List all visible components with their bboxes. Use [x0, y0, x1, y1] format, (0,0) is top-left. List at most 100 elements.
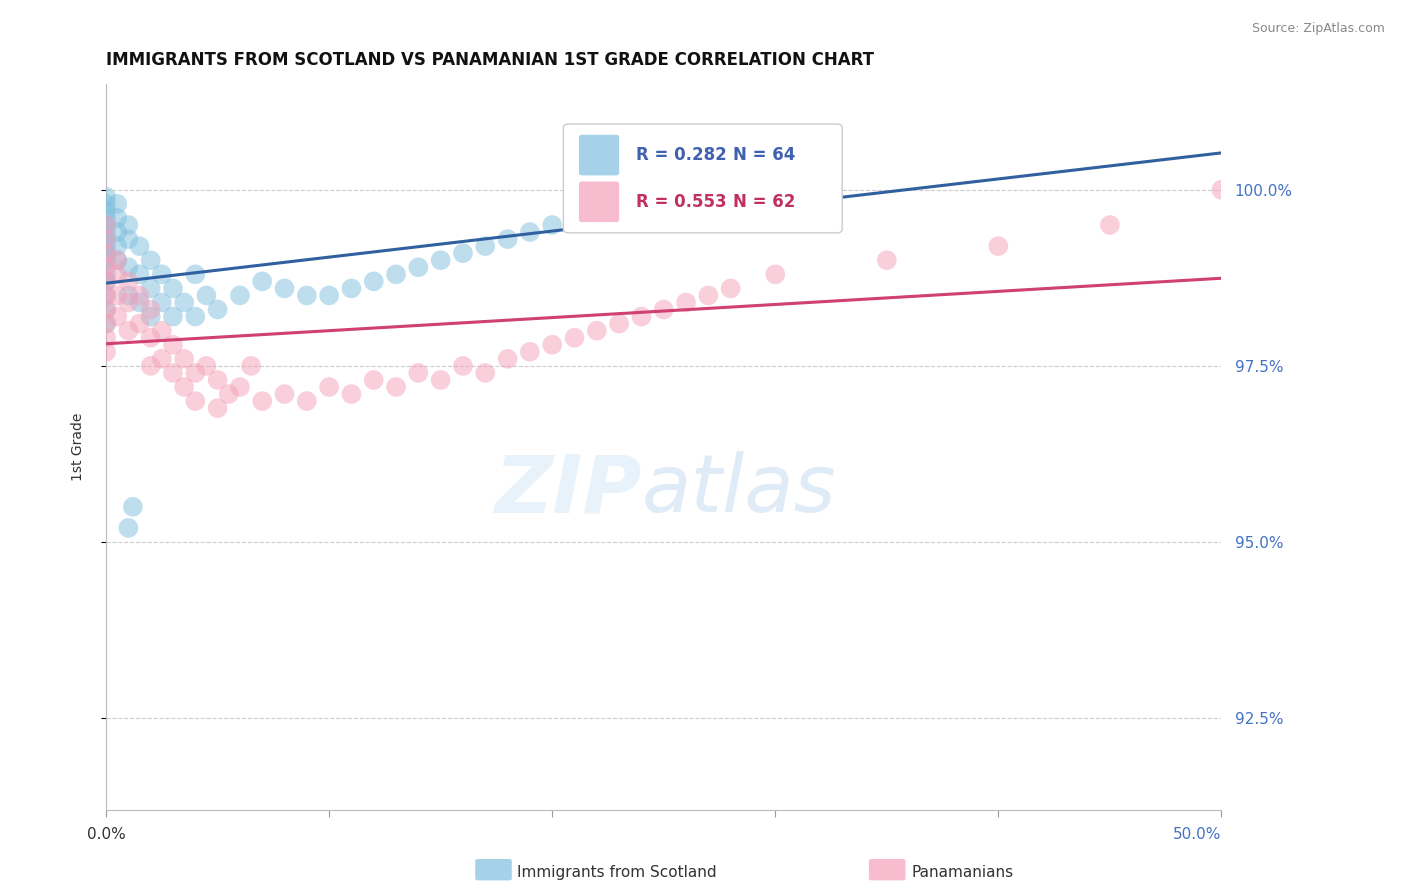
Point	[318, 288, 340, 302]
Point	[117, 260, 139, 275]
Point	[117, 218, 139, 232]
Point	[474, 366, 496, 380]
Point	[876, 253, 898, 268]
Text: IMMIGRANTS FROM SCOTLAND VS PANAMANIAN 1ST GRADE CORRELATION CHART: IMMIGRANTS FROM SCOTLAND VS PANAMANIAN 1…	[105, 51, 875, 69]
Point	[128, 288, 150, 302]
Point	[139, 331, 162, 345]
FancyBboxPatch shape	[564, 124, 842, 233]
Point	[117, 274, 139, 288]
Point	[94, 274, 117, 288]
Point	[184, 366, 207, 380]
Point	[94, 246, 117, 260]
Point	[429, 253, 451, 268]
Point	[229, 380, 252, 394]
Point	[94, 317, 117, 331]
Point	[408, 260, 430, 275]
Point	[105, 239, 128, 253]
Point	[105, 253, 128, 268]
Point	[117, 521, 139, 535]
Point	[128, 239, 150, 253]
Point	[519, 225, 541, 239]
Point	[162, 310, 184, 324]
Point	[94, 211, 117, 225]
Point	[94, 218, 117, 232]
Point	[94, 197, 117, 211]
Point	[184, 268, 207, 282]
Point	[340, 281, 363, 295]
Point	[150, 324, 173, 338]
Y-axis label: 1st Grade: 1st Grade	[72, 413, 86, 481]
Point	[150, 268, 173, 282]
Point	[105, 268, 128, 282]
Point	[607, 197, 630, 211]
Point	[105, 211, 128, 225]
Point	[139, 253, 162, 268]
Point	[150, 295, 173, 310]
Point	[94, 288, 117, 302]
Point	[184, 310, 207, 324]
Point	[94, 218, 117, 232]
Point	[128, 317, 150, 331]
Point	[105, 310, 128, 324]
Point	[173, 351, 195, 366]
Point	[630, 190, 652, 204]
Point	[173, 380, 195, 394]
Point	[139, 359, 162, 373]
Point	[720, 183, 742, 197]
Point	[630, 310, 652, 324]
FancyBboxPatch shape	[579, 135, 619, 176]
Point	[607, 317, 630, 331]
Point	[697, 288, 720, 302]
Text: R = 0.282: R = 0.282	[636, 146, 727, 164]
Text: N = 62: N = 62	[733, 193, 796, 211]
Point	[229, 288, 252, 302]
Point	[496, 232, 519, 246]
Point	[295, 394, 318, 409]
Text: Source: ZipAtlas.com: Source: ZipAtlas.com	[1251, 22, 1385, 36]
Text: 50.0%: 50.0%	[1173, 827, 1222, 842]
Point	[541, 337, 564, 351]
Point	[94, 246, 117, 260]
Point	[675, 295, 697, 310]
Point	[273, 387, 295, 401]
Point	[94, 232, 117, 246]
Point	[363, 274, 385, 288]
Point	[496, 351, 519, 366]
Point	[94, 302, 117, 317]
Point	[195, 359, 218, 373]
Point	[94, 344, 117, 359]
Point	[195, 288, 218, 302]
Point	[763, 268, 786, 282]
Text: Panamanians: Panamanians	[911, 865, 1014, 880]
Point	[564, 331, 586, 345]
Point	[385, 380, 408, 394]
Point	[94, 331, 117, 345]
Point	[474, 239, 496, 253]
Point	[94, 225, 117, 239]
Point	[250, 274, 273, 288]
Point	[207, 302, 229, 317]
Point	[94, 239, 117, 253]
Point	[94, 232, 117, 246]
Point	[429, 373, 451, 387]
Point	[94, 190, 117, 204]
Point	[652, 302, 675, 317]
Point	[94, 317, 117, 331]
Point	[162, 281, 184, 295]
Point	[207, 373, 229, 387]
Point	[1211, 183, 1233, 197]
Point	[564, 211, 586, 225]
Point	[94, 302, 117, 317]
Point	[218, 387, 240, 401]
Point	[363, 373, 385, 387]
Point	[675, 183, 697, 197]
Text: ZIP: ZIP	[494, 451, 641, 530]
Point	[117, 295, 139, 310]
Point	[128, 268, 150, 282]
Point	[117, 288, 139, 302]
Point	[173, 295, 195, 310]
Point	[94, 274, 117, 288]
Point	[105, 288, 128, 302]
Point	[94, 260, 117, 275]
Point	[94, 203, 117, 218]
